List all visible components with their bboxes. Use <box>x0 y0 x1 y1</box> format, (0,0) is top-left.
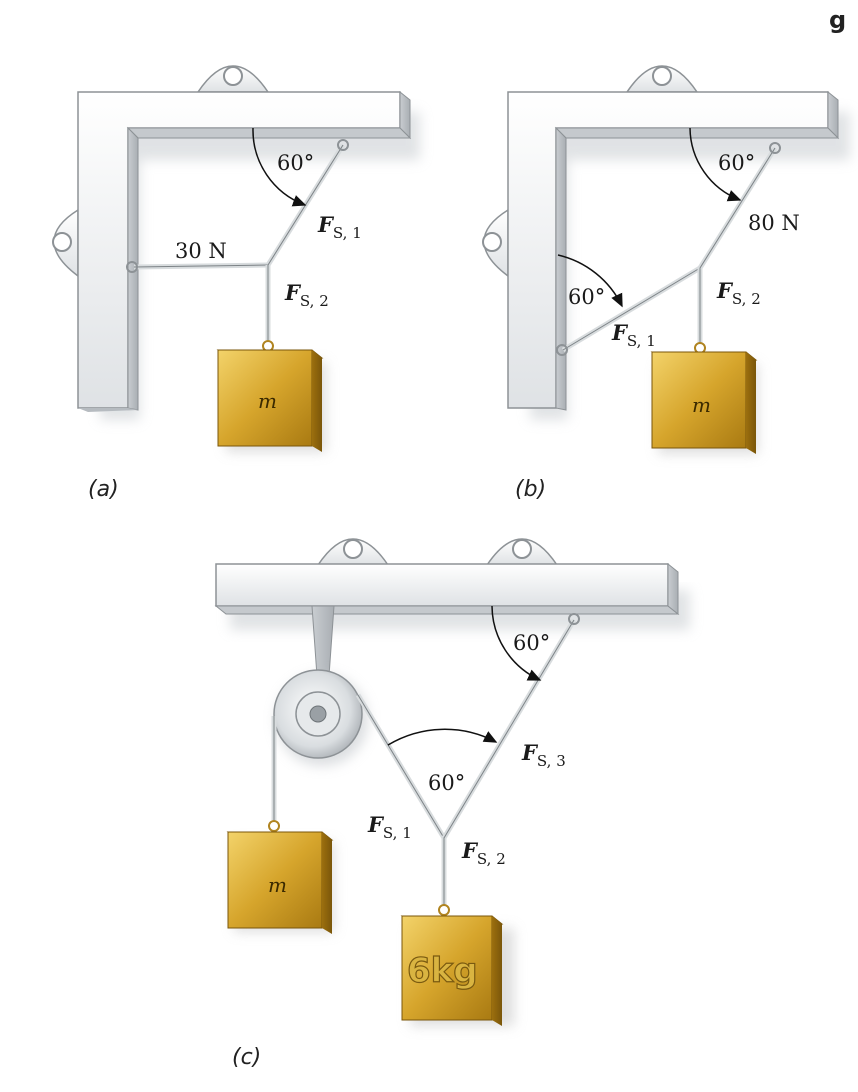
angle-mid-label: 60° <box>428 771 465 795</box>
mount-tab-left <box>482 208 509 278</box>
angle-arc-left <box>557 254 623 308</box>
ceiling-beam <box>215 563 669 607</box>
mount-tab-top <box>625 65 699 93</box>
mass-block-6kg: 6kg <box>400 915 514 1026</box>
force-s1-label: FS, 1 <box>317 212 362 242</box>
force-s3-label: FS, 3 <box>521 740 566 770</box>
mass-label: m <box>268 873 287 897</box>
mass-label: m <box>258 389 277 413</box>
caption-b: (b) <box>515 477 546 502</box>
horizontal-force-label: 30 N <box>175 239 227 263</box>
angle-arc <box>252 127 307 207</box>
mount-tab-top <box>196 65 270 93</box>
angle-arc-top <box>689 127 742 202</box>
angle-left-label: 60° <box>568 285 605 309</box>
angle-top-label: 60° <box>718 151 755 175</box>
mass-block: m <box>216 349 326 452</box>
upper-force-label: 80 N <box>748 211 800 235</box>
angle-label: 60° <box>277 151 314 175</box>
panel-a: 60° 30 N FS, 1 FS, 2 m (a) <box>52 65 420 502</box>
caption-a: (a) <box>88 477 119 502</box>
angle-top-label: 60° <box>513 631 550 655</box>
panel-b: 60° 60° 80 N FS, 1 FS, 2 m (b) <box>482 65 850 502</box>
corner-mark: g <box>829 6 846 34</box>
force-s2-label: FS, 2 <box>716 278 761 308</box>
force-s1-label: FS, 1 <box>367 812 412 842</box>
force-s2-label: FS, 2 <box>284 280 329 310</box>
force-s2-label: FS, 2 <box>461 838 506 868</box>
known-mass-label: 6kg <box>407 951 478 991</box>
mass-block: m <box>650 351 758 454</box>
mount-tab-left <box>52 208 79 278</box>
mount-tab-left <box>316 538 390 566</box>
angle-arc-mid <box>387 728 498 746</box>
mount-tab-right <box>485 538 559 566</box>
hook-top <box>337 139 349 151</box>
force-s1-label: FS, 1 <box>611 320 656 350</box>
mass-label: m <box>692 393 711 417</box>
panel-c: 60° 60° FS, 1 FS, 2 FS, 3 m 6kg (c) <box>214 538 690 1070</box>
hook-left <box>126 261 138 273</box>
caption-c: (c) <box>232 1045 261 1070</box>
angle-arc-top <box>491 605 542 681</box>
mass-block-m: m <box>226 831 334 934</box>
pulley <box>273 669 368 766</box>
